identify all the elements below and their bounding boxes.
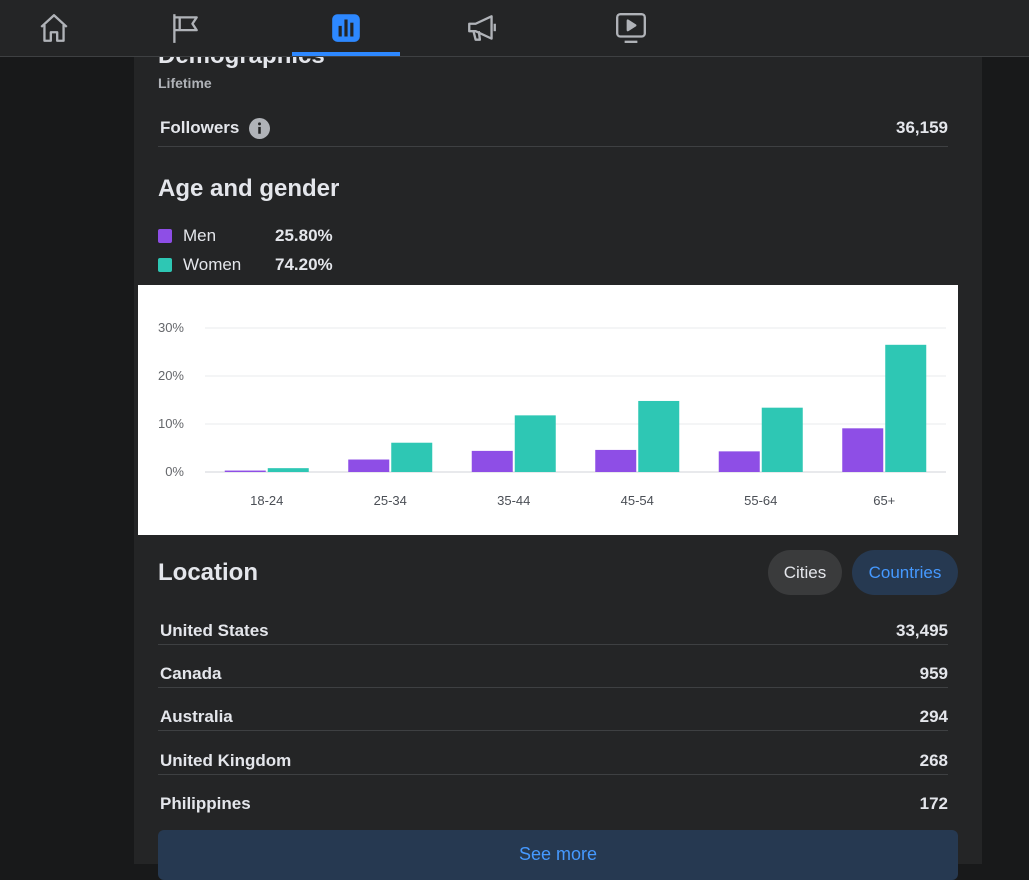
nav-home[interactable] bbox=[0, 0, 108, 56]
location-value: 294 bbox=[919, 706, 948, 726]
bar-women bbox=[267, 468, 309, 472]
x-tick-label: 65+ bbox=[873, 493, 895, 508]
location-value: 959 bbox=[919, 663, 948, 683]
bar-men bbox=[224, 470, 266, 472]
age-gender-title: Age and gender bbox=[158, 175, 340, 202]
insights-icon bbox=[332, 14, 360, 42]
women-swatch bbox=[158, 258, 172, 272]
location-name: Canada bbox=[160, 663, 222, 683]
nav-insights[interactable] bbox=[292, 0, 400, 56]
x-tick-label: 55-64 bbox=[744, 493, 777, 508]
x-tick-label: 35-44 bbox=[497, 493, 530, 508]
location-row[interactable]: Canada 959 bbox=[158, 660, 948, 688]
see-more-button[interactable]: See more bbox=[158, 830, 958, 880]
x-tick-label: 18-24 bbox=[250, 493, 283, 508]
nav-ads[interactable] bbox=[428, 0, 536, 56]
y-tick-label: 30% bbox=[158, 320, 184, 335]
age-gender-chart-svg: 0% 10% 20% 30% 18-24 25-34 35-44 45-54 55-64 65+ bbox=[158, 320, 946, 508]
legend-women-label: Women bbox=[183, 255, 242, 274]
location-value: 172 bbox=[919, 794, 948, 813]
location-row[interactable]: United States 33,495 bbox=[158, 617, 948, 645]
men-swatch bbox=[158, 229, 172, 243]
followers-label: Followers bbox=[160, 118, 240, 137]
home-icon bbox=[40, 14, 68, 42]
location-name: Philippines bbox=[160, 794, 251, 813]
bar-women bbox=[761, 407, 803, 472]
x-tick-label: 25-34 bbox=[374, 493, 407, 508]
location-name: Australia bbox=[160, 706, 233, 726]
legend-women-value: 74.20% bbox=[275, 255, 333, 274]
x-tick-label: 45-54 bbox=[621, 493, 654, 508]
bar-men bbox=[718, 451, 760, 472]
location-title: Location bbox=[158, 559, 258, 586]
bar-men bbox=[842, 428, 884, 472]
location-row[interactable]: United Kingdom 268 bbox=[158, 747, 948, 775]
legend-men-label: Men bbox=[183, 226, 217, 245]
bar-men bbox=[595, 449, 637, 472]
y-tick-label: 20% bbox=[158, 368, 184, 383]
nav-pages[interactable] bbox=[131, 0, 239, 56]
info-icon[interactable] bbox=[249, 117, 271, 139]
followers-value: 36,159 bbox=[896, 118, 948, 137]
countries-tab[interactable]: Countries bbox=[852, 550, 958, 595]
bar-women bbox=[391, 442, 433, 472]
bar-men bbox=[471, 450, 513, 472]
bar-men bbox=[348, 459, 390, 472]
legend-women: Women 74.20% bbox=[158, 255, 333, 275]
location-row[interactable]: Philippines 172 bbox=[158, 790, 948, 818]
video-icon bbox=[616, 13, 646, 43]
legend-men-value: 25.80% bbox=[275, 226, 333, 245]
location-value: 268 bbox=[919, 750, 948, 770]
nav-video[interactable] bbox=[577, 0, 685, 56]
location-value: 33,495 bbox=[896, 620, 948, 640]
bar-women bbox=[885, 344, 927, 472]
cities-tab[interactable]: Cities bbox=[768, 550, 842, 595]
bar-women bbox=[514, 415, 556, 472]
bar-women bbox=[638, 400, 680, 472]
demographics-subtitle: Lifetime bbox=[158, 75, 212, 91]
age-gender-chart: 0% 10% 20% 30% 18-24 25-34 35-44 45-54 55-64 65+ bbox=[138, 285, 958, 535]
flag-icon bbox=[173, 14, 198, 43]
y-tick-label: 0% bbox=[165, 464, 184, 479]
location-name: United States bbox=[160, 620, 269, 640]
y-tick-label: 10% bbox=[158, 416, 184, 431]
legend-men: Men 25.80% bbox=[158, 226, 333, 246]
top-navigation bbox=[0, 0, 1029, 57]
location-name: United Kingdom bbox=[160, 750, 292, 770]
megaphone-icon bbox=[468, 15, 496, 41]
location-row[interactable]: Australia 294 bbox=[158, 703, 948, 731]
followers-label-group: Followers bbox=[160, 117, 271, 139]
followers-row: Followers 36,159 bbox=[158, 110, 948, 147]
